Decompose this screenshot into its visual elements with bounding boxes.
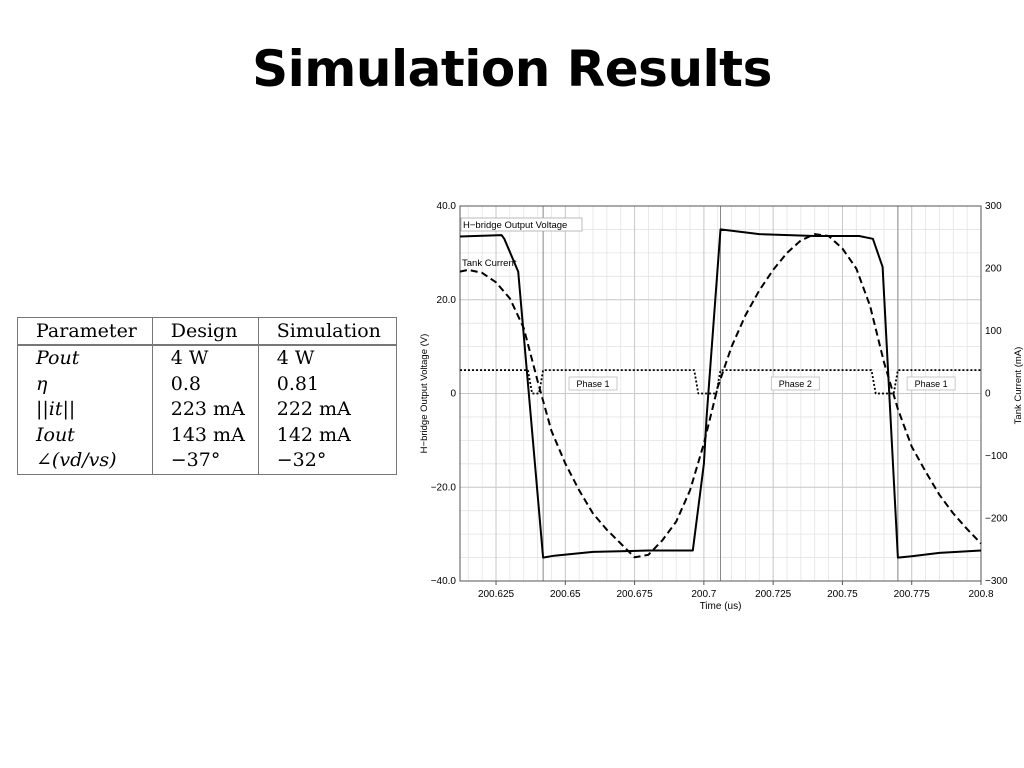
design-cell: 223 mA <box>151 397 259 423</box>
y-right-axis-label: Tank Current (mA) <box>1013 347 1024 425</box>
simulation-cell: 222 mA <box>257 397 397 423</box>
y-left-tick-label: −20.0 <box>431 482 457 493</box>
y-left-tick-label: −40.0 <box>431 576 457 587</box>
phase-label-box <box>906 376 956 391</box>
legend-voltage: H−bridge Output Voltage <box>463 220 567 231</box>
y-left-tick-label: 0 <box>450 389 456 400</box>
slide-title: Simulation Results <box>252 40 772 98</box>
x-tick-label: 200.725 <box>755 589 792 600</box>
waveform-chart: Phase 1 Phase 2 Phase 1 H−bridge Output Vol… <box>419 201 1024 612</box>
x-tick-label: 200.675 <box>617 589 654 600</box>
simulation-cell: 142 mA <box>257 422 397 448</box>
header-simulation: Simulation <box>257 317 397 345</box>
table-header-row: Parameter Design Simulation <box>17 317 397 345</box>
phase-label: Phase 2 <box>779 379 812 389</box>
simulation-cell: −32° <box>257 448 397 474</box>
param-cell: ||it|| <box>36 398 76 420</box>
table-row: Pout 4 W 4 W <box>18 345 397 372</box>
y-right-tick-label: 200 <box>985 264 1002 275</box>
table-row: η 0.8 0.81 <box>18 371 397 397</box>
y-right-tick-label: −300 <box>985 576 1008 587</box>
results-table: Parameter Design Simulation Pout 4 W 4 W… <box>17 317 397 475</box>
x-tick-label: 200.65 <box>550 589 581 600</box>
y-right-tick-label: 300 <box>985 201 1002 212</box>
legend-box <box>460 217 583 232</box>
y-right-tick-label: 0 <box>985 389 991 400</box>
x-axis-label: Time (us) <box>700 601 742 612</box>
design-cell: −37° <box>151 448 259 474</box>
param-cell: η <box>36 372 48 395</box>
table-row: ∠(vd/vs) −37° −32° <box>18 448 397 474</box>
plot-frame <box>459 205 982 582</box>
y-left-axis-label: H−bridge Output Voltage (V) <box>419 334 430 454</box>
y-left-tick-label: 20.0 <box>437 295 457 306</box>
header-parameter: Parameter <box>36 320 137 342</box>
x-tick-label: 200.625 <box>478 589 515 600</box>
y-left-tick-label: 40.0 <box>437 201 457 212</box>
simulation-cell: 0.81 <box>257 371 397 397</box>
phase-label-box <box>568 376 618 391</box>
legend-current: Tank Current <box>462 258 517 269</box>
design-cell: 143 mA <box>151 422 259 448</box>
y-right-tick-label: −200 <box>985 514 1008 525</box>
x-tick-label: 200.7 <box>691 589 716 600</box>
y-right-tick-label: −100 <box>985 451 1008 462</box>
series-line-phase-indicator <box>460 369 981 395</box>
phase-label-box <box>770 376 820 391</box>
x-tick-label: 200.75 <box>827 589 858 600</box>
phase-label: Phase 1 <box>577 379 610 389</box>
param-cell: ∠(vd/vs) <box>36 449 117 471</box>
phase-label: Phase 1 <box>915 379 948 389</box>
table-row: Iout 143 mA 142 mA <box>18 422 397 448</box>
header-design: Design <box>151 317 259 345</box>
series-line-h-bridge-output-voltage <box>459 228 982 559</box>
simulation-cell: 4 W <box>257 345 397 372</box>
param-cell: Iout <box>36 423 75 446</box>
design-cell: 0.8 <box>151 371 259 397</box>
design-cell: 4 W <box>151 345 259 372</box>
x-tick-label: 200.8 <box>968 589 993 600</box>
table-row: ||it|| 223 mA 222 mA <box>18 397 397 423</box>
y-right-tick-label: 100 <box>985 326 1002 337</box>
x-tick-label: 200.775 <box>894 589 931 600</box>
param-cell: Pout <box>36 347 80 369</box>
